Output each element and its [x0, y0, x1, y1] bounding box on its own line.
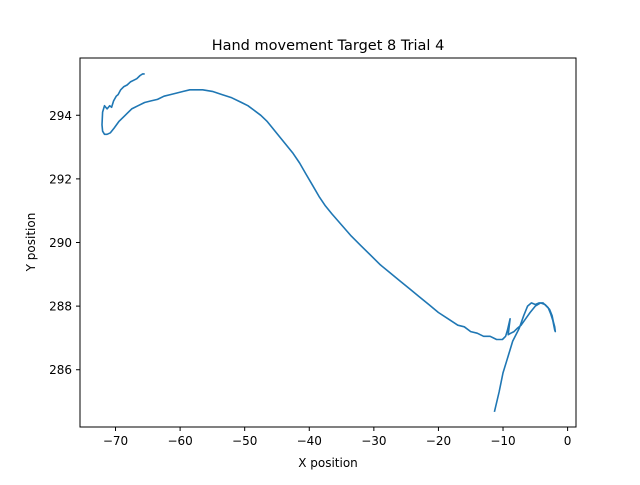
y-tick-label: 294 [49, 109, 72, 123]
x-tick-label: 0 [564, 434, 572, 448]
chart-title: Hand movement Target 8 Trial 4 [212, 38, 445, 54]
y-tick-label: 286 [49, 363, 72, 377]
x-axis-label: X position [298, 456, 358, 470]
x-tick-label: −60 [167, 434, 192, 448]
series-line-0 [101, 73, 557, 413]
x-tick-label: −10 [490, 434, 515, 448]
y-tick-label: 292 [49, 172, 72, 186]
x-tick-label: −40 [297, 434, 322, 448]
y-tick-label: 290 [49, 236, 72, 250]
x-tick-label: −70 [103, 434, 128, 448]
x-tick-label: −50 [232, 434, 257, 448]
y-tick-label: 288 [49, 300, 72, 314]
y-axis-label: Y position [24, 213, 38, 273]
axis-ticks: −70 −60 −50 −40 −30 −20 −10 0 286 288 290 292 294 [49, 109, 571, 448]
x-tick-label: −30 [361, 434, 386, 448]
x-tick-label: −20 [426, 434, 451, 448]
